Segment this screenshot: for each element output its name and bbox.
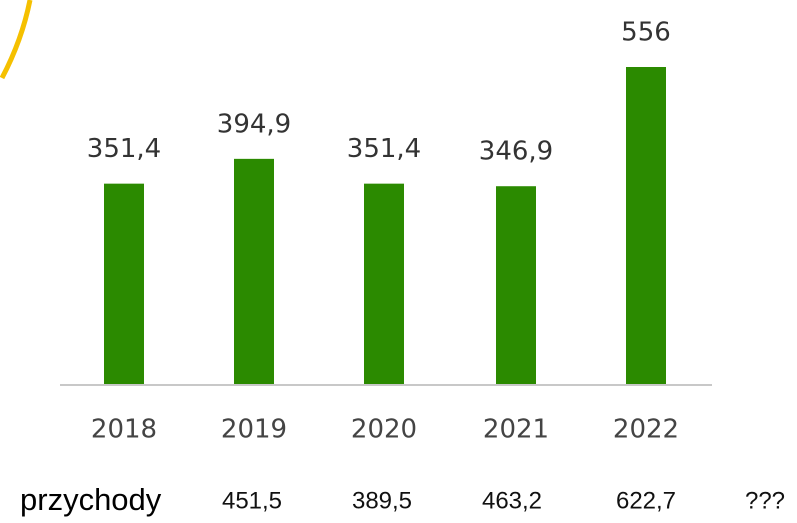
- row-value: 622,7: [616, 487, 676, 514]
- bar: [496, 186, 536, 384]
- bar: [104, 183, 144, 384]
- row-value: ???: [745, 487, 785, 514]
- row-value: 463,2: [482, 487, 542, 514]
- row-value: 451,5: [222, 487, 282, 514]
- row-label: przychody: [20, 482, 162, 517]
- data-label: 394,9: [217, 109, 291, 139]
- data-label: 351,4: [87, 134, 161, 164]
- data-label: 556: [621, 18, 671, 48]
- data-label: 351,4: [347, 134, 421, 164]
- x-tick-label: 2020: [351, 415, 417, 445]
- x-tick-label: 2022: [613, 415, 679, 445]
- bar: [626, 67, 666, 384]
- bar: [364, 183, 404, 384]
- x-tick-label: 2021: [483, 415, 549, 445]
- data-label: 346,9: [479, 137, 553, 167]
- bar: [234, 158, 274, 384]
- row-value: 389,5: [352, 487, 412, 514]
- decor-arc: [0, 0, 33, 80]
- x-tick-label: 2018: [91, 415, 157, 445]
- x-tick-label: 2019: [221, 415, 287, 445]
